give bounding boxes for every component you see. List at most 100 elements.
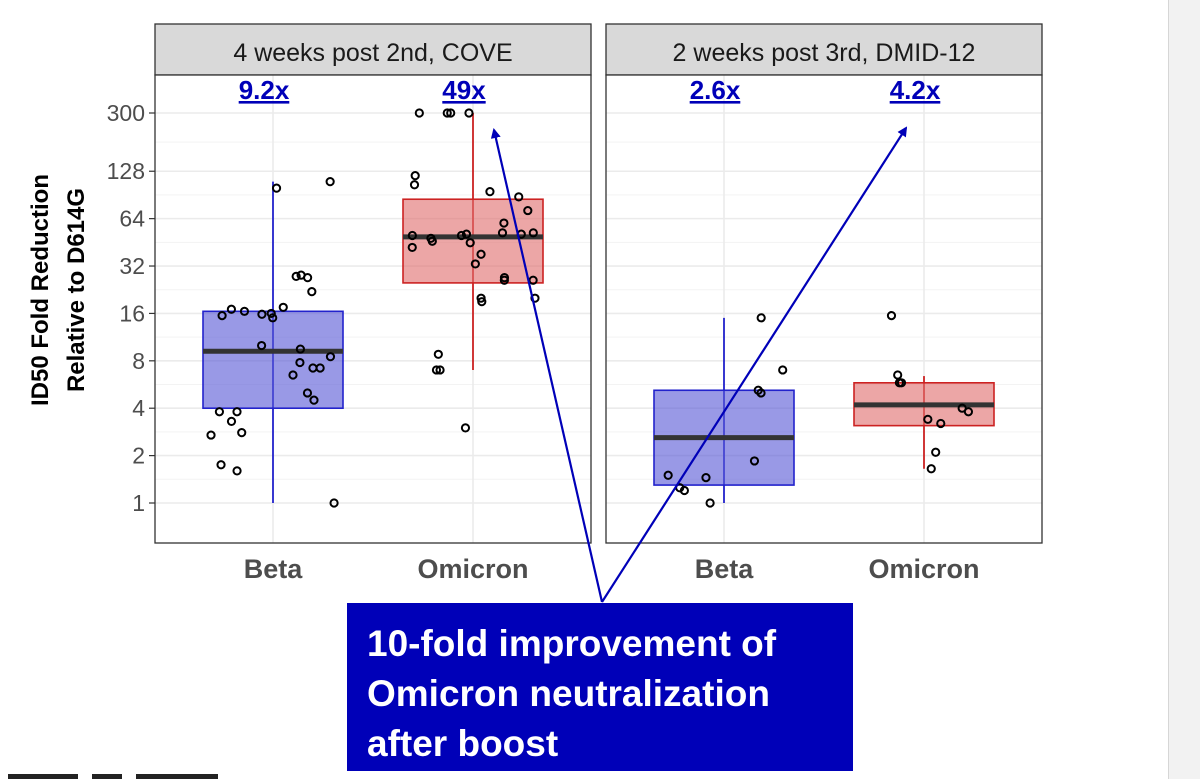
box-iqr [202, 310, 344, 410]
panel-strip [605, 23, 1043, 76]
box-beta: 2.6x [653, 75, 795, 508]
y-tick-label-1: 1 [132, 490, 145, 516]
scrollbar-edge [1168, 0, 1200, 779]
data-point [485, 187, 495, 197]
data-point [528, 228, 538, 238]
annotation-line-2: Omicron neutralization [367, 673, 770, 714]
y-tick-label-300: 300 [107, 100, 145, 126]
data-point [456, 230, 467, 241]
x-tick-label: Omicron [868, 554, 979, 584]
data-point [410, 171, 420, 181]
data-point [749, 456, 760, 466]
y-tick-label-64: 64 [119, 206, 145, 232]
data-point [886, 310, 897, 321]
data-point [894, 378, 905, 388]
panel-border [605, 74, 1043, 544]
data-point [476, 249, 486, 259]
data-point [302, 388, 313, 398]
data-point [461, 229, 472, 239]
fold-label: 2.6x [690, 75, 741, 105]
data-point [499, 275, 509, 285]
x-tick-label: Omicron [417, 554, 528, 584]
box-omicron: 4.2x [853, 75, 995, 474]
y-axis-title-line-1: ID50 Fold Reduction [27, 174, 54, 406]
data-point [288, 370, 298, 380]
x-tick-label: Beta [695, 554, 755, 584]
y-tick-label-2: 2 [132, 443, 145, 469]
panel-title: 2 weeks post 3rd, DMID-12 [673, 39, 976, 67]
data-point [226, 304, 237, 314]
data-point [325, 177, 335, 187]
fold-label: 49x [442, 75, 486, 105]
data-point [514, 192, 524, 202]
data-point [407, 230, 417, 241]
data-point [256, 340, 267, 351]
data-point [257, 309, 267, 319]
panel-border [154, 74, 592, 544]
data-point [291, 271, 301, 281]
y-axis-title: ID50 Fold Reduction Relative to D614G [27, 174, 90, 406]
data-point [433, 349, 443, 359]
data-point [936, 418, 946, 429]
data-point [464, 108, 474, 118]
fold-label: 9.2x [239, 75, 290, 105]
data-point [296, 270, 306, 280]
data-point [309, 395, 319, 405]
data-point [446, 108, 456, 118]
panel-title: 4 weeks post 2nd, COVE [233, 39, 512, 67]
data-point [465, 238, 475, 248]
data-point [701, 472, 711, 483]
data-point [756, 313, 766, 323]
data-point [216, 460, 226, 470]
data-point [206, 430, 216, 440]
data-point [271, 183, 282, 193]
data-point [268, 313, 278, 323]
data-point [232, 466, 242, 476]
box-omicron: 49x [402, 75, 544, 433]
data-point [232, 407, 242, 417]
data-point [315, 363, 325, 373]
annotation-line-3: after boost [367, 723, 559, 764]
y-axis-title-line-2: Relative to D614G [63, 188, 90, 392]
box-beta: 9.2x [202, 75, 344, 508]
y-tick-label-32: 32 [119, 253, 145, 279]
panel-1: 4 weeks post 2nd, COVE 9.2x Beta 49x Omicron [154, 23, 592, 584]
annotation-line-1: 10-fold improvement of [367, 623, 777, 664]
data-point [239, 306, 250, 316]
data-point [237, 427, 247, 438]
data-point [497, 228, 508, 238]
data-point [414, 108, 424, 118]
panel-2: 2 weeks post 3rd, DMID-12 2.6x Beta 4.2x Omi… [605, 23, 1043, 584]
data-point [278, 302, 288, 312]
data-point [963, 407, 974, 417]
data-point [435, 365, 445, 375]
data-point [266, 308, 276, 319]
data-point [705, 498, 715, 508]
panel-background [155, 75, 591, 543]
data-point [217, 310, 227, 321]
arrow-to-post-boost [601, 126, 908, 603]
data-point [923, 414, 933, 424]
data-point [477, 297, 487, 307]
y-tick-label-8: 8 [132, 348, 145, 374]
data-point [214, 407, 225, 417]
data-point [778, 365, 788, 375]
data-point [499, 218, 509, 228]
data-point [679, 485, 689, 496]
data-point [460, 423, 471, 433]
data-point [470, 259, 480, 269]
data-point [663, 470, 673, 480]
data-point [931, 447, 941, 457]
x-tick-label: Beta [244, 554, 304, 584]
data-point [442, 108, 452, 118]
data-point [528, 275, 538, 285]
y-tick-label-4: 4 [132, 395, 145, 421]
fold-label: 4.2x [890, 75, 941, 105]
data-point [226, 416, 237, 426]
data-point [926, 464, 936, 474]
arrow-to-pre-boost [490, 128, 604, 603]
data-point [329, 498, 339, 508]
annotation-callout: 10-fold improvement of Omicron neutraliz… [347, 603, 853, 771]
data-point [756, 388, 766, 398]
